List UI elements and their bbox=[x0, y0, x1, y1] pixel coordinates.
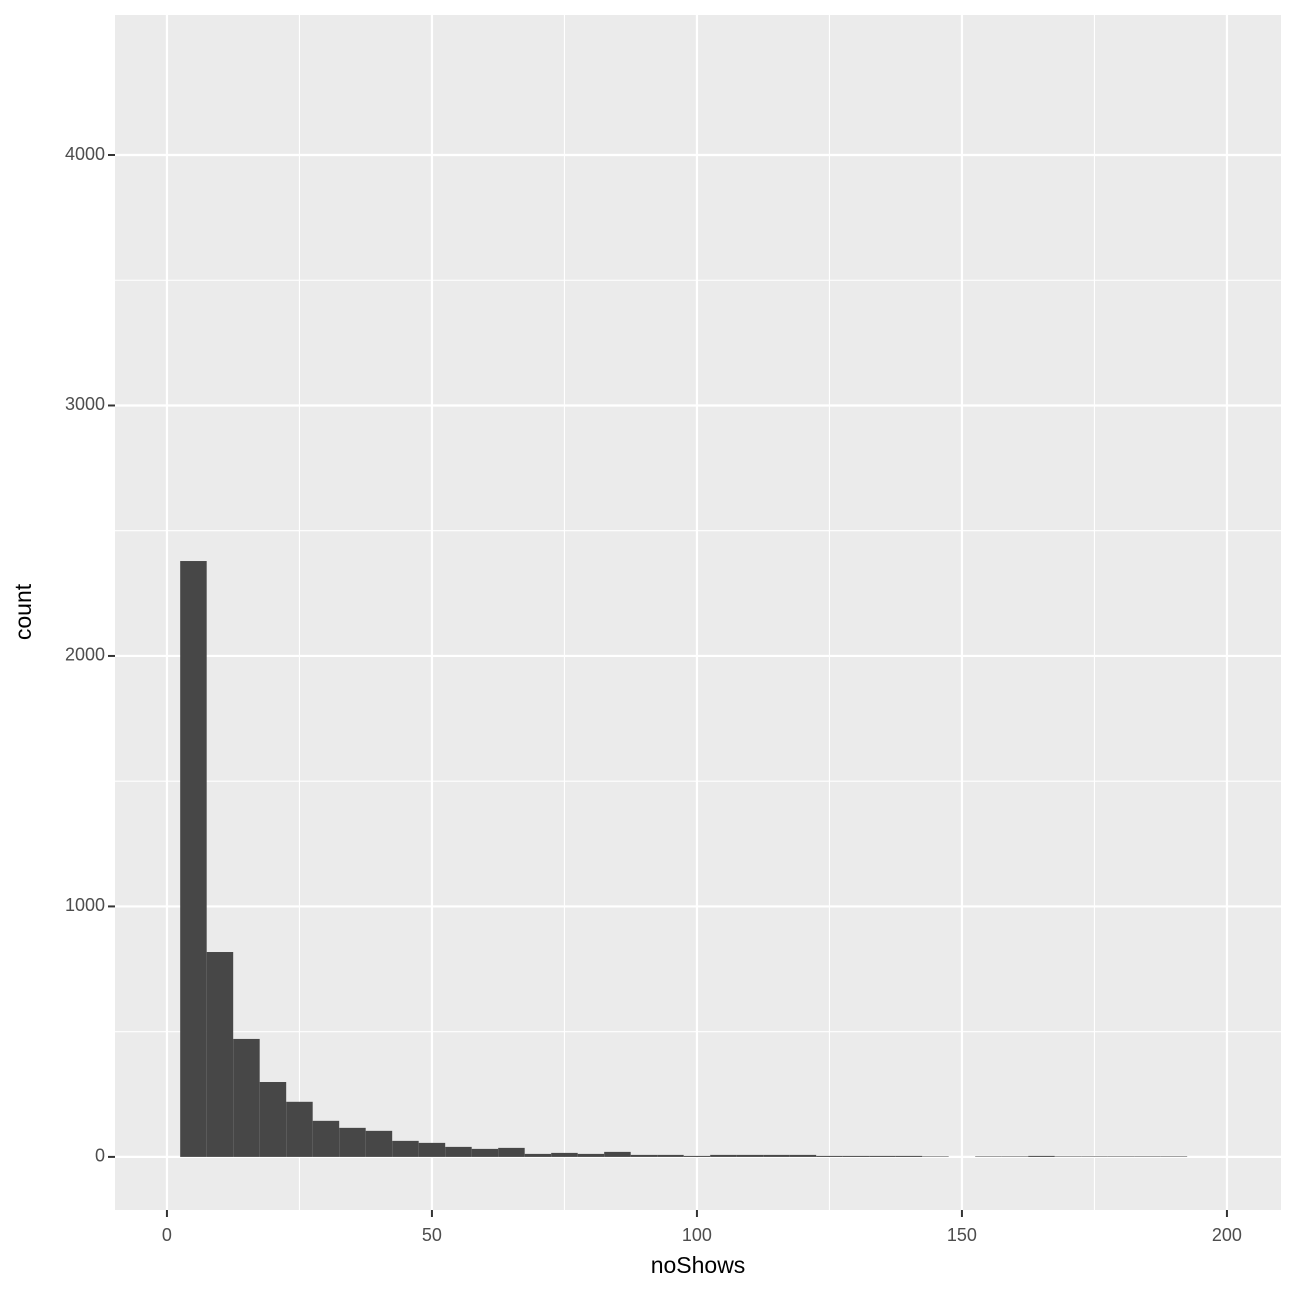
bar bbox=[392, 1140, 419, 1157]
bar bbox=[259, 1082, 287, 1157]
bar bbox=[312, 1120, 340, 1157]
bar bbox=[736, 1154, 764, 1157]
bar bbox=[710, 1154, 737, 1157]
y-axis-title: count bbox=[10, 583, 36, 640]
bar bbox=[1081, 1156, 1108, 1157]
bar bbox=[1001, 1156, 1029, 1157]
bar bbox=[604, 1151, 631, 1157]
bar bbox=[1054, 1156, 1082, 1157]
x-tick-label: 200 bbox=[1212, 1225, 1242, 1245]
bar bbox=[180, 561, 207, 1157]
bar bbox=[869, 1155, 896, 1157]
x-axis-title: noShows bbox=[651, 1252, 746, 1278]
bar bbox=[445, 1146, 472, 1157]
bar bbox=[498, 1147, 525, 1157]
bar bbox=[816, 1155, 843, 1157]
bar bbox=[975, 1156, 1002, 1157]
y-tick-label: 0 bbox=[95, 1146, 105, 1166]
bar bbox=[763, 1154, 790, 1157]
x-tick-label: 150 bbox=[947, 1225, 977, 1245]
bar bbox=[471, 1148, 499, 1157]
y-tick-label: 4000 bbox=[65, 144, 105, 164]
bar bbox=[895, 1155, 923, 1157]
bar bbox=[339, 1127, 366, 1157]
y-tick-label: 3000 bbox=[65, 394, 105, 414]
bar bbox=[922, 1156, 949, 1157]
bar bbox=[657, 1154, 684, 1157]
bar bbox=[1107, 1156, 1135, 1157]
bar bbox=[1028, 1155, 1055, 1157]
bar bbox=[630, 1154, 658, 1157]
bar bbox=[286, 1101, 313, 1157]
x-tick-label: 100 bbox=[682, 1225, 712, 1245]
bar bbox=[789, 1154, 817, 1157]
bar bbox=[551, 1152, 578, 1157]
x-tick-label: 50 bbox=[422, 1225, 442, 1245]
bar bbox=[524, 1153, 552, 1157]
bar bbox=[418, 1142, 446, 1157]
bar bbox=[233, 1038, 260, 1157]
x-tick-label: 0 bbox=[162, 1225, 172, 1245]
y-tick-label: 1000 bbox=[65, 895, 105, 915]
bar bbox=[842, 1155, 870, 1157]
y-tick-label: 2000 bbox=[65, 645, 105, 665]
bar bbox=[206, 952, 234, 1157]
bar bbox=[577, 1153, 605, 1157]
bar bbox=[1134, 1156, 1161, 1157]
bar bbox=[1160, 1156, 1188, 1157]
bar bbox=[683, 1155, 711, 1157]
bar bbox=[365, 1130, 393, 1157]
